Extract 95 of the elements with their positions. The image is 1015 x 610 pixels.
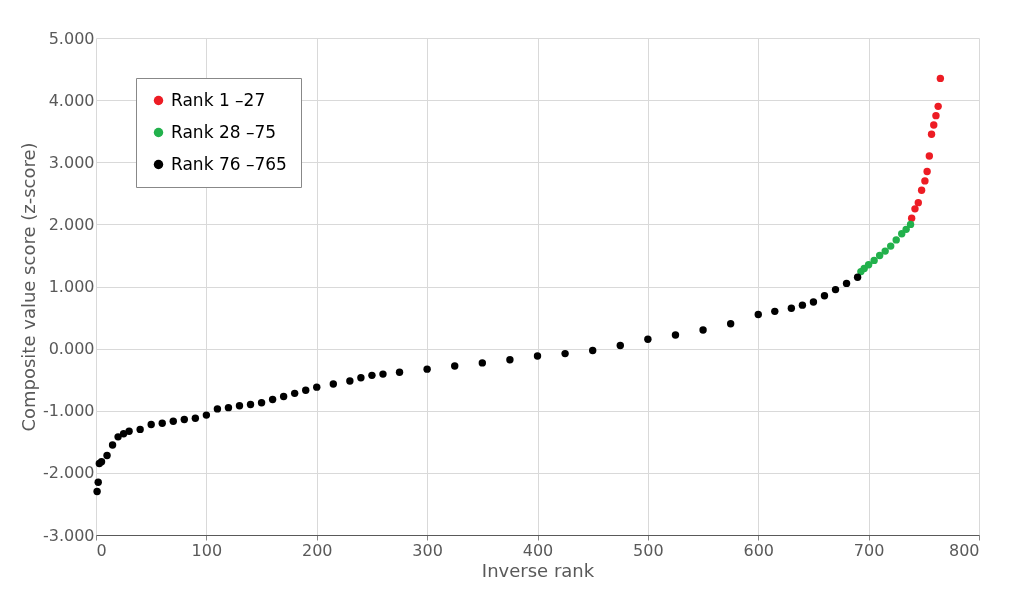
point — [886, 242, 895, 250]
point — [213, 405, 222, 413]
point — [191, 414, 200, 422]
point — [921, 177, 929, 185]
point — [902, 225, 910, 234]
point — [927, 130, 936, 138]
point — [917, 186, 926, 194]
point — [870, 256, 878, 265]
y-tick-label: 0.000 — [48, 339, 95, 359]
point — [158, 419, 166, 427]
legend-label: Rank 76 –765 — [171, 153, 287, 174]
point — [726, 320, 735, 328]
point — [114, 433, 122, 441]
point — [820, 292, 829, 300]
y-tick-label: 3.000 — [48, 152, 95, 172]
point — [588, 346, 597, 355]
point — [853, 273, 862, 281]
point — [798, 301, 807, 309]
point — [914, 198, 922, 207]
point — [932, 111, 940, 120]
point — [671, 331, 680, 339]
point — [423, 365, 431, 373]
point — [279, 392, 288, 401]
point — [119, 430, 128, 438]
x-tick-label: 300 — [412, 540, 443, 560]
point — [94, 478, 102, 486]
x-tick-label: 100 — [191, 540, 223, 560]
point — [379, 370, 387, 378]
point — [930, 121, 938, 129]
point — [357, 374, 365, 382]
point — [302, 386, 310, 394]
point — [936, 74, 945, 83]
point — [224, 403, 233, 412]
point — [180, 415, 189, 424]
point — [506, 356, 514, 364]
point — [136, 425, 144, 434]
point — [892, 236, 900, 244]
point — [923, 167, 931, 176]
legend-label: Rank 28 –75 — [171, 121, 277, 142]
point — [771, 307, 779, 316]
x-tick-label: 200 — [301, 540, 333, 560]
point — [290, 389, 299, 398]
point — [257, 398, 266, 407]
y-tick-label: -3.000 — [42, 525, 95, 545]
y-tick-label: -2.000 — [42, 463, 95, 483]
point — [906, 220, 915, 229]
point — [169, 417, 177, 426]
point — [125, 427, 133, 435]
y-tick-label: 4.000 — [48, 90, 95, 110]
point — [881, 247, 889, 255]
point — [809, 298, 818, 306]
point — [202, 411, 211, 419]
y-tick-label: -1.000 — [42, 401, 95, 421]
point — [451, 362, 459, 370]
point — [235, 402, 244, 410]
point — [616, 341, 624, 350]
point — [561, 349, 569, 358]
point — [934, 102, 942, 111]
point — [787, 304, 796, 312]
point — [754, 310, 762, 319]
x-tick-label: 600 — [743, 540, 775, 560]
x-axis-title: Inverse rank — [481, 559, 595, 581]
y-tick-label: 2.000 — [48, 214, 95, 234]
x-tick-label: 800 — [948, 540, 980, 560]
point — [842, 279, 851, 288]
point — [911, 205, 919, 213]
point — [108, 441, 117, 449]
point — [875, 251, 884, 260]
point — [864, 261, 873, 269]
point — [831, 285, 840, 294]
point — [346, 377, 354, 385]
point — [395, 368, 404, 376]
point — [533, 352, 542, 360]
point — [699, 326, 707, 334]
point — [907, 214, 916, 222]
point — [93, 487, 101, 496]
point — [268, 395, 277, 404]
point — [368, 371, 376, 380]
point — [313, 383, 321, 391]
point — [898, 229, 906, 238]
y-tick-label: 5.000 — [48, 28, 95, 48]
x-tick-label: 500 — [633, 540, 664, 560]
point — [644, 335, 652, 344]
point — [246, 400, 255, 409]
x-tick-label: 700 — [853, 540, 885, 560]
point — [103, 451, 111, 460]
y-tick-label: 1.000 — [48, 277, 95, 296]
y-axis-title: Composite value score (z-score) — [17, 142, 39, 432]
x-tick-label: 0 — [96, 540, 107, 560]
x-tick-label: 400 — [522, 540, 554, 560]
point — [478, 359, 487, 367]
point — [147, 420, 155, 429]
point — [925, 152, 934, 160]
point — [329, 380, 338, 388]
legend-label: Rank 1 –27 — [171, 89, 266, 110]
